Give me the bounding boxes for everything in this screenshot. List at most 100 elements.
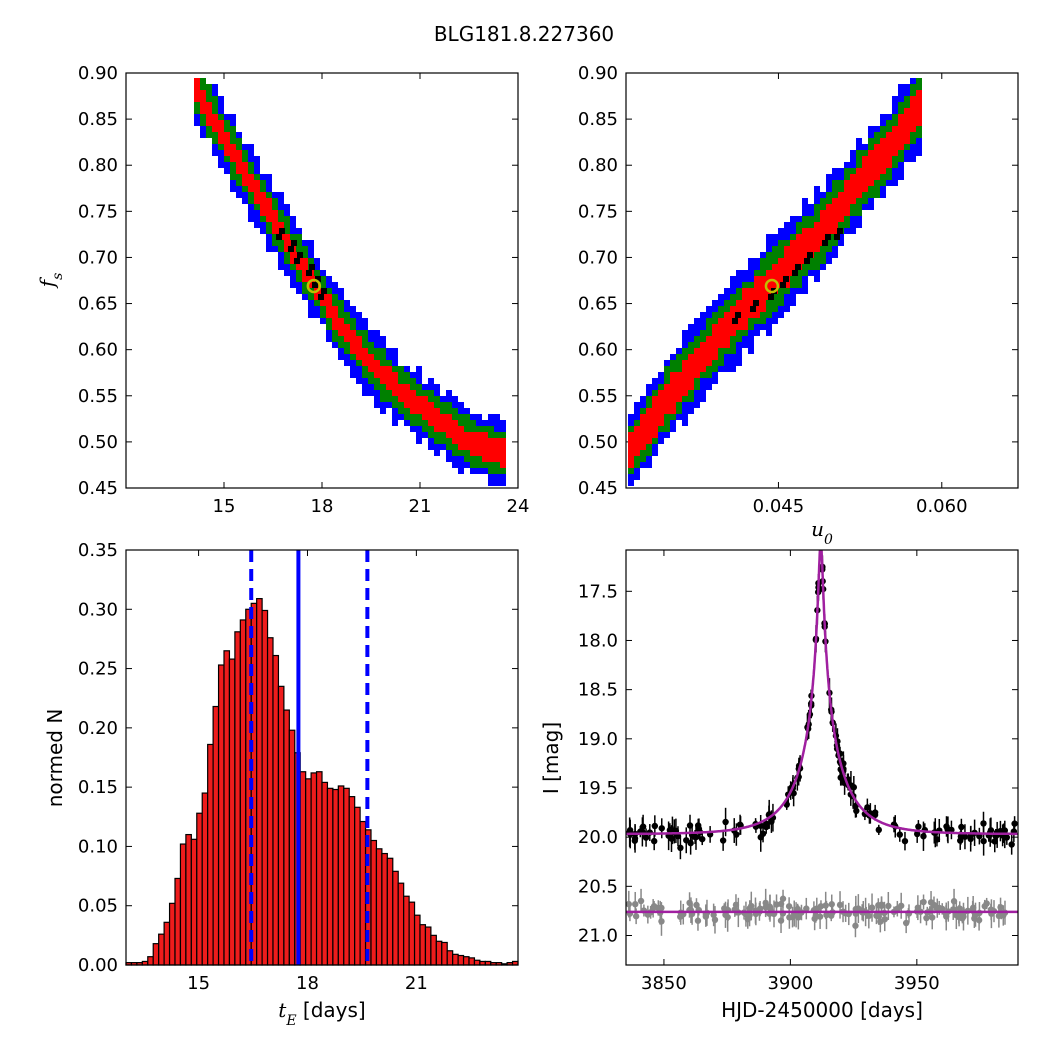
p2-sigma2-cell xyxy=(790,282,796,288)
p1-sigma3-cell xyxy=(308,312,314,318)
p2-sigma1-cell xyxy=(682,384,688,390)
p2-sigma3-cell xyxy=(730,282,736,288)
p1-sigma3-cell xyxy=(470,414,476,420)
p1-sigma2-cell xyxy=(428,432,434,438)
p2-sigma2-cell xyxy=(766,312,772,318)
p2-sigma3-cell xyxy=(790,222,796,228)
p2-sigma1-cell xyxy=(784,264,790,270)
p2-sigma3-cell xyxy=(766,240,772,246)
p2-sigma3-cell xyxy=(814,270,820,276)
p1-sigma2-cell xyxy=(356,330,362,336)
p2-sigma1-cell xyxy=(718,342,724,348)
lc-point xyxy=(961,833,969,840)
p1-sigma3-cell xyxy=(416,372,422,378)
p1-sigma2-cell xyxy=(446,438,452,444)
p1-sigma3-cell xyxy=(392,408,398,414)
p1-sigma3-cell xyxy=(224,168,230,174)
p1-sigma3-cell xyxy=(314,306,320,312)
p2-sigma3-cell xyxy=(880,192,886,198)
p2-sigma1-cell xyxy=(808,246,814,252)
p2-sigma2-cell xyxy=(892,156,898,162)
lc-point xyxy=(958,823,965,831)
p1-sigma2-cell xyxy=(416,384,422,390)
p1-sigma3-cell xyxy=(278,264,284,270)
p2-sigma1-cell xyxy=(682,372,688,378)
p2-sigma3-cell xyxy=(736,354,742,360)
p2-sigma2-cell xyxy=(814,258,820,264)
p1-sigma2-cell xyxy=(260,186,266,192)
p2-sigma1-cell xyxy=(634,426,640,432)
p2-sigma1-cell xyxy=(676,384,682,390)
p2-sigma3-cell xyxy=(784,306,790,312)
p2-sigma1-cell xyxy=(694,348,700,354)
p2-sigma1-cell xyxy=(832,198,838,204)
p1-sigma2-cell xyxy=(296,234,302,240)
p2-sigma3-cell xyxy=(856,222,862,228)
panel-fs-vs-tE: 15 18 21 24 0.45 0.50 0.55 0.60 0.65 0.70 0.75 0.80… xyxy=(78,63,530,517)
p1-sigma1-cell xyxy=(482,444,488,450)
p1-sigma2-cell xyxy=(278,246,284,252)
p2-sigma3-cell xyxy=(730,354,736,360)
p2-sigma1-cell xyxy=(736,318,742,324)
p1-sigma2-cell xyxy=(248,162,254,168)
p1-sigma3-cell xyxy=(488,480,494,486)
p1-sigma3-cell xyxy=(500,420,506,426)
p1-sigma3-cell xyxy=(314,264,320,270)
p2-sigma1-cell xyxy=(904,138,910,144)
p2-sigma3-cell xyxy=(910,144,916,150)
lc-point xyxy=(639,823,647,830)
hist-bar xyxy=(326,787,334,966)
p2-sigma3-cell xyxy=(742,270,748,276)
p1-sigma2-cell xyxy=(266,222,272,228)
hist-bar xyxy=(266,637,274,966)
p2-sigma2-cell xyxy=(796,228,802,234)
p2-sigma2-cell xyxy=(796,276,802,282)
p1-sigma2-cell xyxy=(230,162,236,168)
p1-sigma2-cell xyxy=(206,90,212,96)
p2-sigma3-cell xyxy=(784,294,790,300)
p2-sigma2-cell xyxy=(892,114,898,120)
p1-sigma1-cell xyxy=(500,462,506,468)
p1-sigma3-cell xyxy=(314,258,320,264)
p4-ytick-label: 19.5 xyxy=(578,778,618,799)
p1-sigma3-cell xyxy=(308,300,314,306)
p1-sigma1-cell xyxy=(494,444,500,450)
p2-sigma1-cell xyxy=(742,288,748,294)
p2-sigma3-cell xyxy=(874,126,880,132)
p1-sigma3-cell xyxy=(344,306,350,312)
p2-sigma1-cell xyxy=(748,300,754,306)
p2-sigma1-cell xyxy=(886,150,892,156)
panel-fs-vs-u0: 0.045 0.060 0.45 0.50 0.55 0.60 0.65 0.70 0.75 0.… xyxy=(578,63,1019,517)
p1-sigma2-cell xyxy=(380,360,386,366)
p2-sigma1-cell xyxy=(784,246,790,252)
p2-sigma2-cell xyxy=(856,198,862,204)
p2-sigma2-cell xyxy=(808,258,814,264)
p1-sigma1-cell xyxy=(410,402,416,408)
p2-sigma2-cell xyxy=(802,270,808,276)
p2-sigma3-cell xyxy=(640,396,646,402)
hist-bar xyxy=(343,787,350,966)
p2-sigma2-cell xyxy=(700,372,706,378)
p1-sigma2-cell xyxy=(344,348,350,354)
p1-sigma2-cell xyxy=(380,390,386,396)
p1-sigma2-cell xyxy=(266,228,272,234)
p1-sigma3-cell xyxy=(452,456,458,462)
p2-sigma2-cell xyxy=(766,306,772,312)
p1-sigma3-cell xyxy=(428,438,434,444)
p2-sigma3-cell xyxy=(910,78,916,84)
p1-sigma1-cell xyxy=(206,108,212,114)
p2-sigma3-cell xyxy=(892,168,898,174)
p1-sigma2-cell xyxy=(314,300,320,306)
p1-sigma2-cell xyxy=(482,426,488,432)
p1-sigma3-cell xyxy=(338,348,344,354)
p2-sigma1-cell xyxy=(832,210,838,216)
p1-sigma3-cell xyxy=(386,354,392,360)
p2-sigma1-cell xyxy=(628,462,634,468)
p2-sigma1-cell xyxy=(796,246,802,252)
lc-point xyxy=(683,837,690,844)
p1-sigma3-cell xyxy=(326,330,332,336)
p1-sigma1-cell xyxy=(230,150,236,156)
p2-sigma1-cell xyxy=(820,210,826,216)
p1-sigma1-cell xyxy=(440,414,446,420)
p1-sigma3-cell xyxy=(386,402,392,408)
